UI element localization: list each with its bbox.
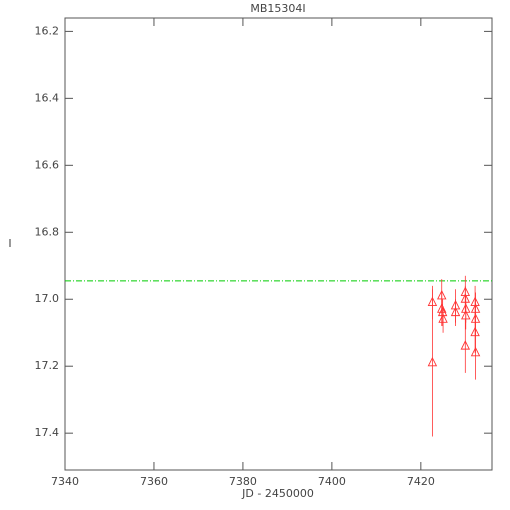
x-axis-label: JD - 2450000 xyxy=(241,487,314,500)
x-tick-label: 7340 xyxy=(51,475,79,488)
chart-title: MB15304I xyxy=(250,2,305,15)
point xyxy=(450,306,461,317)
y-tick-label: 16.6 xyxy=(35,158,60,171)
y-tick-label: 17.2 xyxy=(35,359,60,372)
x-tick-label: 7360 xyxy=(140,475,168,488)
y-tick-label: 16.4 xyxy=(35,91,60,104)
y-tick-label: 16.2 xyxy=(35,24,60,37)
y-tick-label: 17.4 xyxy=(35,426,60,439)
point xyxy=(470,346,481,357)
point xyxy=(470,313,481,323)
point xyxy=(438,313,448,323)
plot-frame xyxy=(64,17,493,471)
y-axis-label: I xyxy=(8,237,11,250)
x-tick-label: 7420 xyxy=(407,475,435,488)
point xyxy=(437,303,447,313)
point xyxy=(470,326,480,337)
point xyxy=(427,356,438,367)
y-tick-label: 17.0 xyxy=(35,292,60,305)
x-tick-label: 7380 xyxy=(229,475,257,488)
point xyxy=(461,309,471,320)
x-tick-label: 7400 xyxy=(318,475,346,488)
point xyxy=(460,293,471,303)
point xyxy=(460,340,471,350)
y-tick-label: 16.8 xyxy=(35,225,60,238)
